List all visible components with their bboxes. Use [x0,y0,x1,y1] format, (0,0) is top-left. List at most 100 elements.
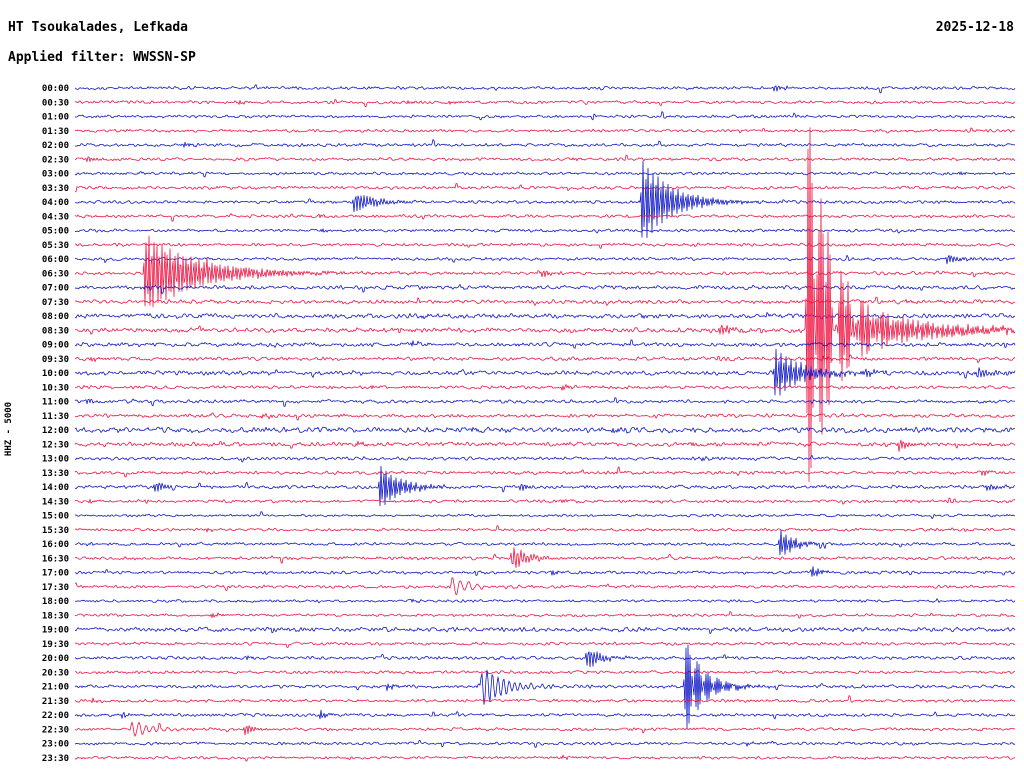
row-time-label: 05:00 [42,227,69,237]
row-time-label: 11:30 [42,412,69,422]
trace-row-0300[interactable] [74,171,1016,178]
trace-row-1700[interactable] [74,566,1016,577]
station-title: HT Tsoukalades, Lefkada [8,20,189,35]
trace-row-1930[interactable] [75,641,1016,648]
row-time-label: 18:00 [42,597,69,607]
row-time-label: 05:30 [42,241,69,251]
row-time-label: 22:30 [42,726,69,736]
trace-row-2230[interactable] [74,721,1016,737]
trace-row-0430[interactable] [74,213,1016,222]
trace-row-0230[interactable] [74,154,1016,163]
trace-row-0730[interactable] [74,296,1015,306]
row-time-label: 15:30 [42,526,69,536]
trace-row-2100[interactable] [74,644,1016,729]
row-time-label: 01:30 [42,127,69,137]
trace-row-0830[interactable] [74,127,1016,482]
row-time-label: 20:00 [42,654,69,664]
row-time-label: 00:30 [42,99,69,109]
row-time-label: 23:30 [42,754,69,764]
row-time-label: 10:30 [42,383,69,393]
trace-row-0700[interactable] [74,284,1016,295]
trace-row-1600[interactable] [74,529,1016,556]
trace-row-2300[interactable] [74,740,1016,748]
trace-row-1530[interactable] [74,525,1016,533]
row-time-label: 02:00 [42,141,69,151]
row-time-label: 13:30 [42,469,69,479]
row-time-label: 21:00 [42,683,69,693]
trace-row-1900[interactable] [74,626,1016,634]
trace-row-0030[interactable] [74,99,1016,108]
row-time-label: 15:00 [42,512,69,522]
row-time-label: 17:30 [42,583,69,593]
row-time-label: 04:00 [42,198,69,208]
row-time-label: 00:00 [42,84,69,94]
row-time-label: 19:00 [42,626,69,636]
row-time-label: 03:00 [42,170,69,180]
row-time-label: 12:00 [42,426,69,436]
row-time-label: 08:30 [42,326,69,336]
row-time-label: 07:00 [42,284,69,294]
trace-row-0630[interactable] [74,235,1016,308]
trace-row-0100[interactable] [74,111,1016,121]
row-time-label: 21:30 [42,697,69,707]
trace-row-1100[interactable] [74,397,1016,407]
trace-row-1400[interactable] [74,465,1016,507]
trace-row-0930[interactable] [74,354,1016,364]
filter-label: Applied filter: WWSSN-SP [8,50,196,65]
row-time-label: 09:30 [42,355,69,365]
row-time-label: 16:30 [42,555,69,565]
row-time-label: 09:00 [42,341,69,351]
row-time-label: 22:00 [42,711,69,721]
trace-row-0330[interactable] [74,183,1015,193]
row-time-label: 17:00 [42,569,69,579]
row-time-label: 04:30 [42,212,69,222]
row-time-label: 03:30 [42,184,69,194]
row-time-label: 14:00 [42,483,69,493]
row-time-label: 13:00 [42,455,69,465]
trace-row-1030[interactable] [74,384,1015,391]
row-time-label: 14:30 [42,497,69,507]
row-time-label: 23:00 [42,740,69,750]
trace-row-1630[interactable] [74,547,1016,568]
trace-row-2030[interactable] [74,670,1016,675]
row-time-label: 11:00 [42,398,69,408]
trace-row-0800[interactable] [74,312,1016,320]
trace-row-1330[interactable] [74,466,1016,478]
trace-row-0200[interactable] [74,139,1016,148]
row-time-label: 19:30 [42,640,69,650]
trace-row-1130[interactable] [74,412,1016,421]
trace-row-0130[interactable] [74,127,1015,134]
trace-row-1500[interactable] [74,511,1016,519]
trace-row-2000[interactable] [74,651,1016,668]
trace-row-1200[interactable] [74,426,1016,434]
trace-row-1430[interactable] [74,497,1015,505]
trace-row-1000[interactable] [75,348,1016,396]
row-time-label: 07:30 [42,298,69,308]
trace-row-0600[interactable] [74,254,1016,265]
row-time-label: 06:00 [42,255,69,265]
trace-row-1830[interactable] [74,611,1016,619]
trace-row-1300[interactable] [75,454,1016,463]
row-time-label: 20:30 [42,669,69,679]
row-time-label: 08:00 [42,312,69,322]
trace-row-0500[interactable] [74,228,1016,234]
trace-row-0530[interactable] [74,242,1016,249]
trace-row-1730[interactable] [74,577,1016,596]
row-time-label: 02:30 [42,155,69,165]
trace-row-2130[interactable] [74,695,1016,704]
date-label: 2025-12-18 [935,20,1014,35]
trace-row-1230[interactable] [74,439,1016,452]
trace-row-0000[interactable] [74,84,1016,94]
row-time-label: 12:30 [42,440,69,450]
row-time-label: 16:00 [42,540,69,550]
row-time-label: 18:30 [42,612,69,622]
row-time-label: 01:00 [42,113,69,123]
trace-row-1800[interactable] [74,598,1016,604]
trace-row-0900[interactable] [74,339,1016,349]
trace-row-0400[interactable] [74,160,1016,239]
row-time-label: 06:30 [42,269,69,279]
trace-row-2330[interactable] [74,754,1016,762]
trace-row-2200[interactable] [74,709,1016,720]
